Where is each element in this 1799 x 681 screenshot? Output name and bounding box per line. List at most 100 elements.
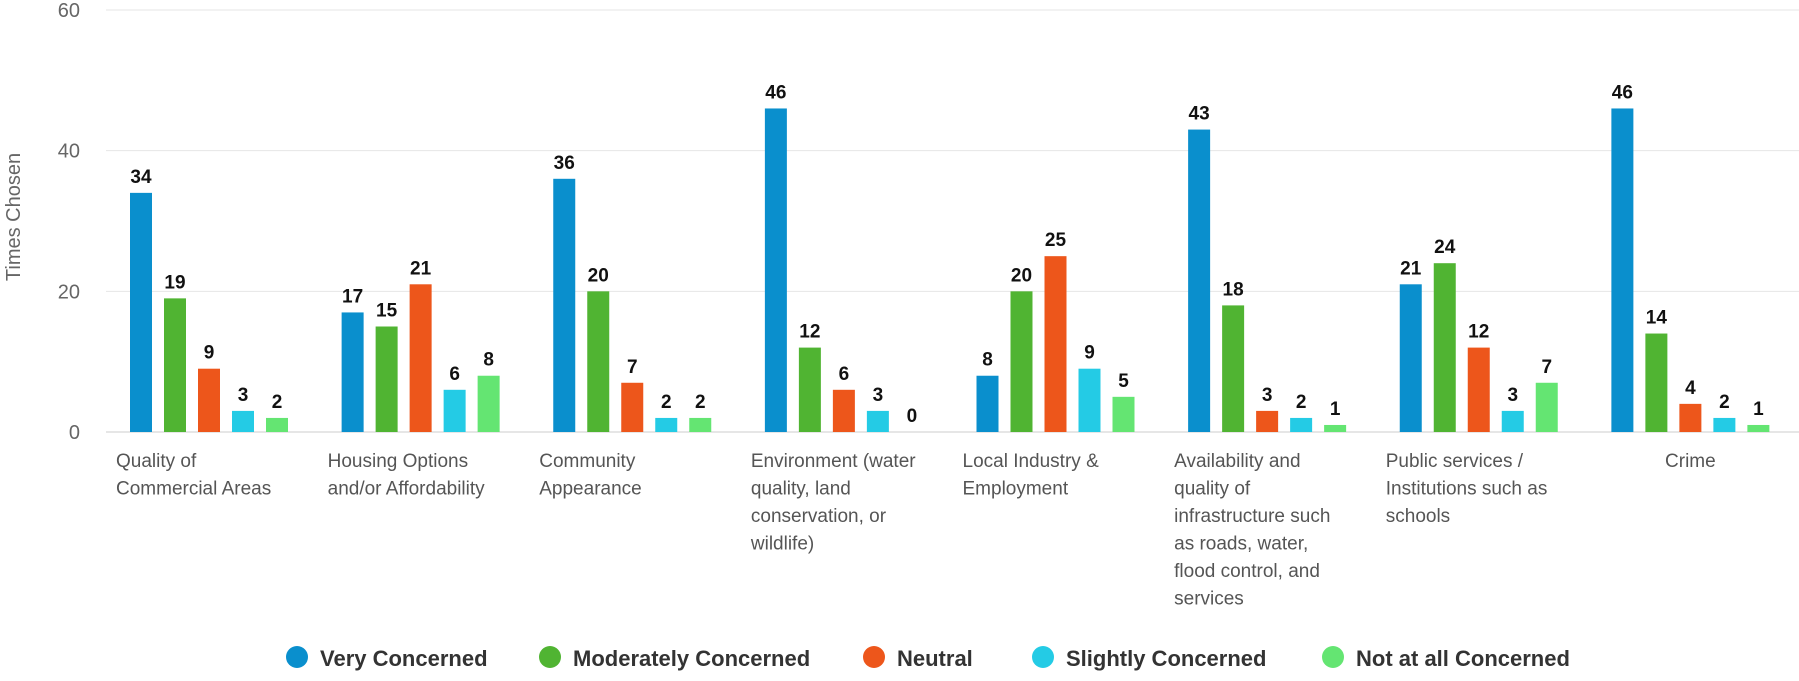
data-label-8-5: 1 [1753,399,1764,420]
category-label-line: flood control, and [1174,561,1320,582]
y-tick-label-20: 20 [58,281,80,303]
data-label-1-3: 9 [204,343,215,364]
data-label-7-4: 3 [1507,385,1518,406]
data-label-5-1: 8 [982,350,993,371]
category-label-line: Commercial Areas [116,479,271,500]
bar-6-1 [1188,129,1211,433]
legend-marker-2 [539,646,561,668]
legend-marker-5 [1322,646,1344,668]
data-label-3-3: 7 [627,357,638,378]
bar-3-3 [621,382,644,432]
bar-8-2 [1645,333,1668,432]
bar-7-4 [1501,410,1524,432]
bar-2-2 [375,326,398,432]
category-label-1: Quality of Commercial Areas [116,451,271,500]
bar-3-4 [655,417,678,432]
data-label-6-1: 43 [1189,104,1210,125]
category-label-line: Availability and [1174,451,1300,472]
data-label-6-3: 3 [1262,385,1273,406]
data-label-3-1: 36 [554,153,575,174]
y-tick-label-40: 40 [58,141,80,163]
data-label-8-4: 2 [1719,392,1730,413]
bar-5-4 [1078,368,1101,432]
data-label-4-5: 0 [907,406,918,427]
data-label-7-5: 7 [1541,357,1552,378]
data-label-5-2: 20 [1011,265,1032,286]
data-label-5-3: 25 [1045,230,1067,251]
legend-label-4: Slightly Concerned [1066,646,1266,671]
bar-4-2 [798,347,821,432]
bar-8-1 [1611,108,1634,432]
legend-layer: Very Concerned Moderately Concerned Neutra… [286,646,1570,671]
category-label-5: Local Industry & Employment [963,451,1100,500]
category-label-2: Housing Options and/or Affordability [328,451,486,500]
bar-6-4 [1290,417,1313,432]
bar-6-2 [1222,305,1245,432]
bar-7-1 [1399,284,1422,432]
legend-marker-1 [286,646,308,668]
data-label-7-3: 12 [1468,322,1489,343]
category-label-line: Institutions such as [1386,479,1548,500]
category-label-line: Local Industry & [963,451,1100,472]
category-label-line: Crime [1665,451,1716,472]
data-label-2-5: 8 [483,350,494,371]
bar-4-4 [866,410,889,432]
category-label-line: Community [539,451,636,472]
category-label-line: Environment (water [751,451,916,472]
category-label-7: Public services / Institutions such as sch… [1386,451,1548,527]
bar-3-2 [587,291,610,432]
legend-label-2: Moderately Concerned [573,646,810,671]
y-axis-title: Times Chosen [3,153,25,281]
data-label-2-4: 6 [449,364,460,385]
bar-7-2 [1433,263,1456,432]
bar-8-5 [1747,424,1770,432]
bar-1-2 [164,298,186,432]
bar-8-3 [1679,403,1702,432]
data-label-4-2: 12 [799,322,820,343]
bar-5-2 [1010,291,1033,432]
data-label-2-3: 21 [410,258,432,279]
bar-5-1 [976,375,999,432]
data-label-2-1: 17 [342,286,363,307]
bars-layer [130,108,1770,433]
bar-4-1 [764,108,787,432]
bar-2-4 [443,389,466,432]
data-label-8-3: 4 [1685,378,1696,399]
data-label-5-4: 9 [1084,343,1095,364]
data-label-1-2: 19 [164,272,185,293]
data-label-4-4: 3 [873,385,884,406]
category-label-line: Appearance [539,479,641,500]
category-label-6: Availability and quality of infrastructure… [1174,451,1330,610]
bar-2-1 [341,312,364,432]
bar-8-4 [1713,417,1736,432]
data-label-3-2: 20 [588,265,609,286]
bar-7-3 [1467,347,1490,432]
bar-5-5 [1112,396,1135,432]
category-label-line: Public services / [1386,451,1524,472]
category-label-line: Employment [963,479,1069,500]
bar-3-5 [689,417,712,432]
data-label-6-5: 1 [1330,399,1341,420]
data-label-6-2: 18 [1223,279,1244,300]
legend-label-3: Neutral [897,646,973,671]
category-label-line: schools [1386,506,1450,527]
bar-1-4 [232,410,254,432]
data-label-7-2: 24 [1434,237,1456,258]
category-label-4: Environment (water quality, land conservat… [750,451,916,555]
bar-5-3 [1044,256,1067,432]
category-label-line: quality, land [751,479,851,500]
legend-label-1: Very Concerned [320,646,488,671]
data-label-1-4: 3 [238,385,249,406]
category-label-line: conservation, or [751,506,887,527]
data-label-4-3: 6 [839,364,850,385]
category-label-line: as roads, water, [1174,534,1308,555]
category-label-3: Community Appearance [539,451,641,500]
bar-2-5 [477,375,500,432]
category-label-line: and/or Affordability [328,479,486,500]
data-label-5-5: 5 [1118,371,1129,392]
legend-marker-3 [863,646,885,668]
